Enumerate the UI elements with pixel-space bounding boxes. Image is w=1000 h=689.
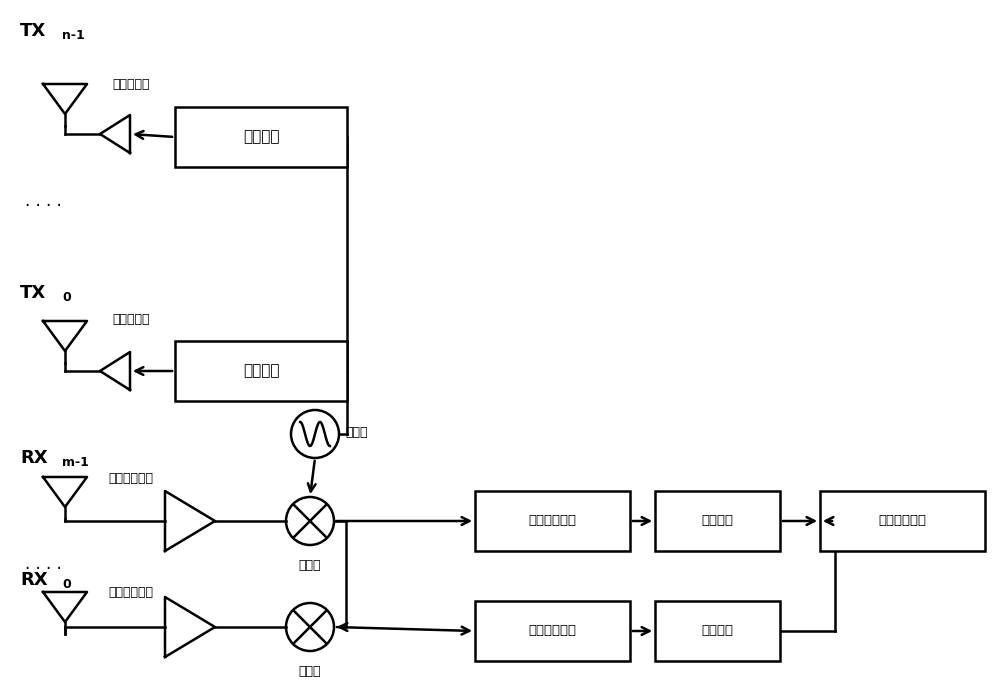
Text: 相位加扰: 相位加扰 [243,364,279,378]
Text: 相位加扰: 相位加扰 [243,130,279,145]
Text: TX: TX [20,22,46,40]
Text: 低噪声放大器: 低噪声放大器 [108,586,153,599]
Text: RX: RX [20,449,48,467]
Text: 振动器: 振动器 [345,426,368,438]
Text: 低噪声放大器: 低噪声放大器 [108,473,153,486]
Bar [820,491,985,551]
Text: 射频基带处理: 射频基带处理 [528,624,576,637]
Text: 功率放大器: 功率放大器 [112,313,150,325]
Text: 混频器: 混频器 [299,665,321,678]
Bar [655,491,780,551]
Text: 数字基带处理: 数字基带处理 [878,515,926,528]
Bar [475,491,630,551]
Text: 0: 0 [62,291,71,304]
Text: 混频器: 混频器 [299,559,321,572]
Text: RX: RX [20,571,48,589]
Text: 功率放大器: 功率放大器 [112,77,150,90]
Bar [175,341,347,401]
Bar [175,107,347,167]
Text: n-1: n-1 [62,29,85,42]
Text: . . . .: . . . . [25,192,62,210]
Text: 0: 0 [62,578,71,591]
Text: . . . .: . . . . [25,555,62,573]
Text: 射频基带处理: 射频基带处理 [528,515,576,528]
Text: m-1: m-1 [62,456,89,469]
Bar [475,601,630,661]
Text: TX: TX [20,284,46,302]
Text: 模数转换: 模数转换 [702,624,734,637]
Circle shape [291,410,339,458]
Text: 模数转换: 模数转换 [702,515,734,528]
Bar [655,601,780,661]
